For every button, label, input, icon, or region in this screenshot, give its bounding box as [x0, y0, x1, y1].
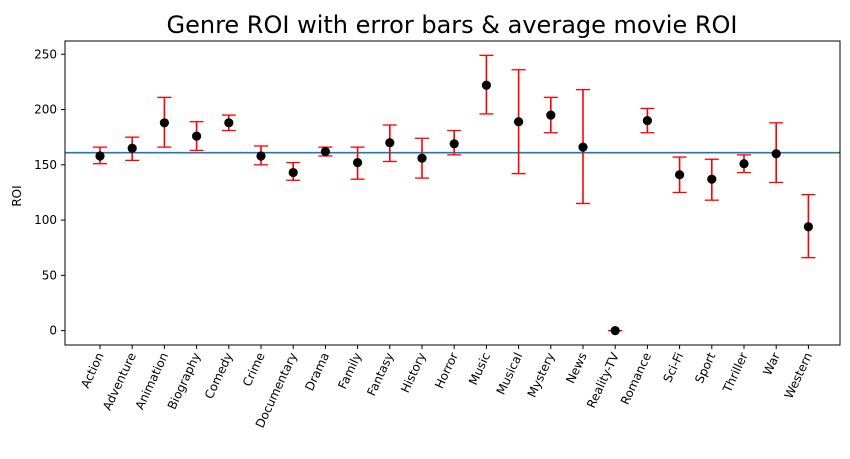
data-point	[353, 158, 363, 168]
data-point	[224, 118, 234, 128]
y-tick-label: 250	[34, 47, 57, 61]
data-point	[514, 117, 524, 127]
data-point	[288, 167, 298, 178]
y-tick-label: 50	[42, 268, 57, 282]
y-tick-label: 200	[34, 103, 57, 117]
x-tick-label: Comedy	[202, 350, 236, 401]
data-point	[127, 143, 137, 153]
data-point	[675, 170, 685, 180]
data-point	[578, 142, 588, 152]
data-point	[739, 159, 749, 169]
chart-title: Genre ROI with error bars & average movi…	[167, 11, 738, 39]
data-point	[803, 222, 814, 232]
x-tick-label: Reality-TV	[584, 350, 622, 411]
data-point	[481, 80, 491, 90]
x-tick-label: Drama	[302, 350, 332, 393]
plot-frame	[64, 40, 841, 346]
x-tick-label: War	[760, 350, 783, 377]
data-point	[192, 131, 202, 141]
y-axis-label: ROI	[10, 185, 24, 206]
y-tick-label: 0	[49, 324, 57, 338]
x-tick-label: News	[563, 350, 589, 385]
x-tick-label: Horror	[432, 350, 461, 390]
data-point	[610, 326, 620, 336]
y-tick-label: 150	[34, 158, 57, 172]
data-point	[417, 153, 427, 163]
data-point	[95, 151, 105, 161]
data-point	[385, 138, 395, 148]
data-point	[320, 146, 330, 157]
data-point	[449, 139, 459, 149]
data-point	[159, 118, 169, 128]
data-point	[707, 174, 717, 184]
data-point	[771, 149, 781, 159]
x-tick-label: Romance	[618, 350, 654, 406]
y-tick-label: 100	[34, 213, 57, 227]
x-tick-label: Sci-Fi	[660, 350, 686, 384]
x-tick-label: Action	[78, 350, 107, 390]
x-tick-label: Sport	[692, 350, 718, 385]
x-tick-label: Biography	[165, 350, 204, 411]
x-tick-label: Music	[466, 350, 493, 387]
x-tick-label: Mystery	[525, 350, 558, 399]
data-point	[546, 110, 556, 120]
data-point	[642, 115, 653, 126]
x-tick-label: History	[398, 350, 429, 395]
x-tick-label: Fantasy	[364, 350, 396, 398]
x-tick-label: Musical	[494, 350, 526, 397]
x-tick-label: Thriller	[720, 350, 751, 395]
x-tick-label: Crime	[240, 350, 268, 388]
plot-area: 050100150200250ActionAdventureAnimationB…	[34, 47, 840, 430]
data-point	[256, 151, 266, 161]
x-tick-label: Western	[782, 350, 815, 401]
x-tick-label: Family	[335, 350, 364, 391]
